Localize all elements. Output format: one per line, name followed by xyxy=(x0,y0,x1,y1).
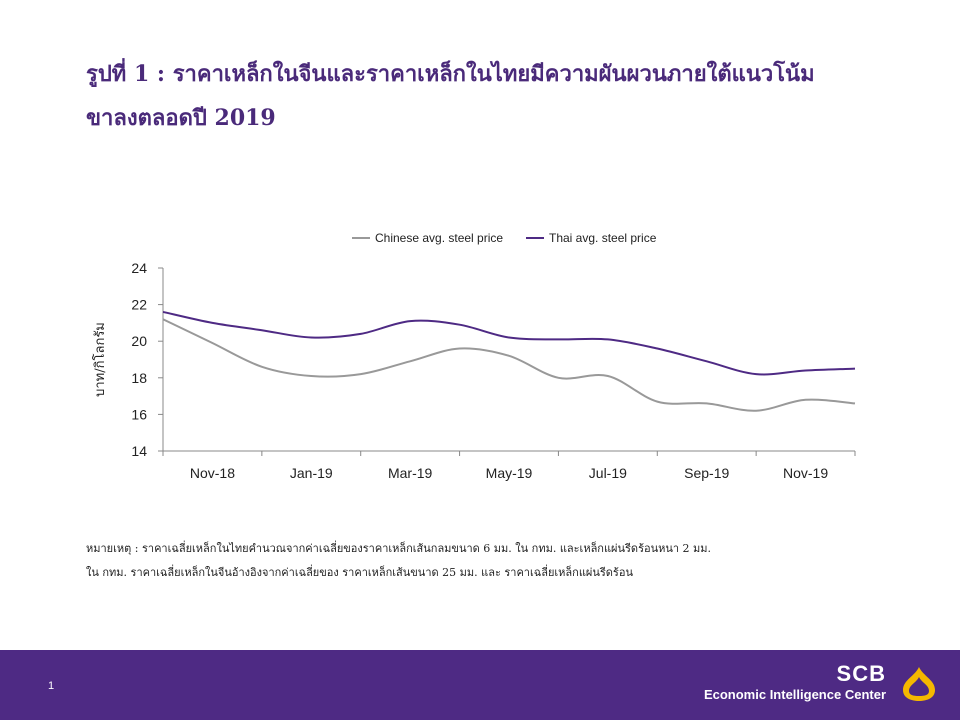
x-tick-label: Nov-19 xyxy=(783,465,828,481)
legend-label-thai: Thai avg. steel price xyxy=(549,231,657,245)
brand-name: SCB xyxy=(836,661,886,686)
y-tick-label: 14 xyxy=(131,443,147,459)
slide-title-line-1: รูปที่ 1 : ราคาเหล็กในจีนและราคาเหล็กในไ… xyxy=(86,61,815,87)
x-tick-label: Jul-19 xyxy=(589,465,627,481)
slide-title: รูปที่ 1 : ราคาเหล็กในจีนและราคาเหล็กในไ… xyxy=(86,52,886,140)
series-line-chinese xyxy=(162,318,856,412)
x-tick-label: Jan-19 xyxy=(290,465,333,481)
y-axis-label: บาท/กิโลกรัม xyxy=(92,322,108,397)
brand-subtitle: Economic Intelligence Center xyxy=(703,687,886,702)
scb-logo-icon xyxy=(903,667,935,701)
x-tick-label: Sep-19 xyxy=(684,465,729,481)
y-tick-label: 16 xyxy=(131,406,147,422)
x-tick-label: Mar-19 xyxy=(388,465,433,481)
x-tick-label: Nov-18 xyxy=(190,465,235,481)
y-tick-label: 22 xyxy=(131,297,147,313)
y-tick-label: 18 xyxy=(131,370,147,386)
legend-label-chinese: Chinese avg. steel price xyxy=(375,231,503,245)
page-number: 1 xyxy=(48,680,55,692)
slide-title-line-2: ขาลงตลอดปี 2019 xyxy=(86,105,276,131)
brand-block: SCB Economic Intelligence Center xyxy=(704,662,886,704)
y-tick-label: 20 xyxy=(131,333,147,349)
x-tick-label: May-19 xyxy=(486,465,533,481)
footnote-line-1: หมายเหตุ : ราคาเฉลี่ยเหล็กในไทยคำนวณจากค… xyxy=(86,542,712,555)
series-line-thai xyxy=(162,310,856,376)
footnote: หมายเหตุ : ราคาเฉลี่ยเหล็กในไทยคำนวณจากค… xyxy=(86,537,886,585)
y-tick-label: 24 xyxy=(131,260,147,276)
footnote-line-2: ใน กทม. ราคาเฉลี่ยเหล็กในจีนอ้างอิงจากค่… xyxy=(86,566,633,579)
footer-bar: 1 SCB Economic Intelligence Center xyxy=(0,650,960,720)
